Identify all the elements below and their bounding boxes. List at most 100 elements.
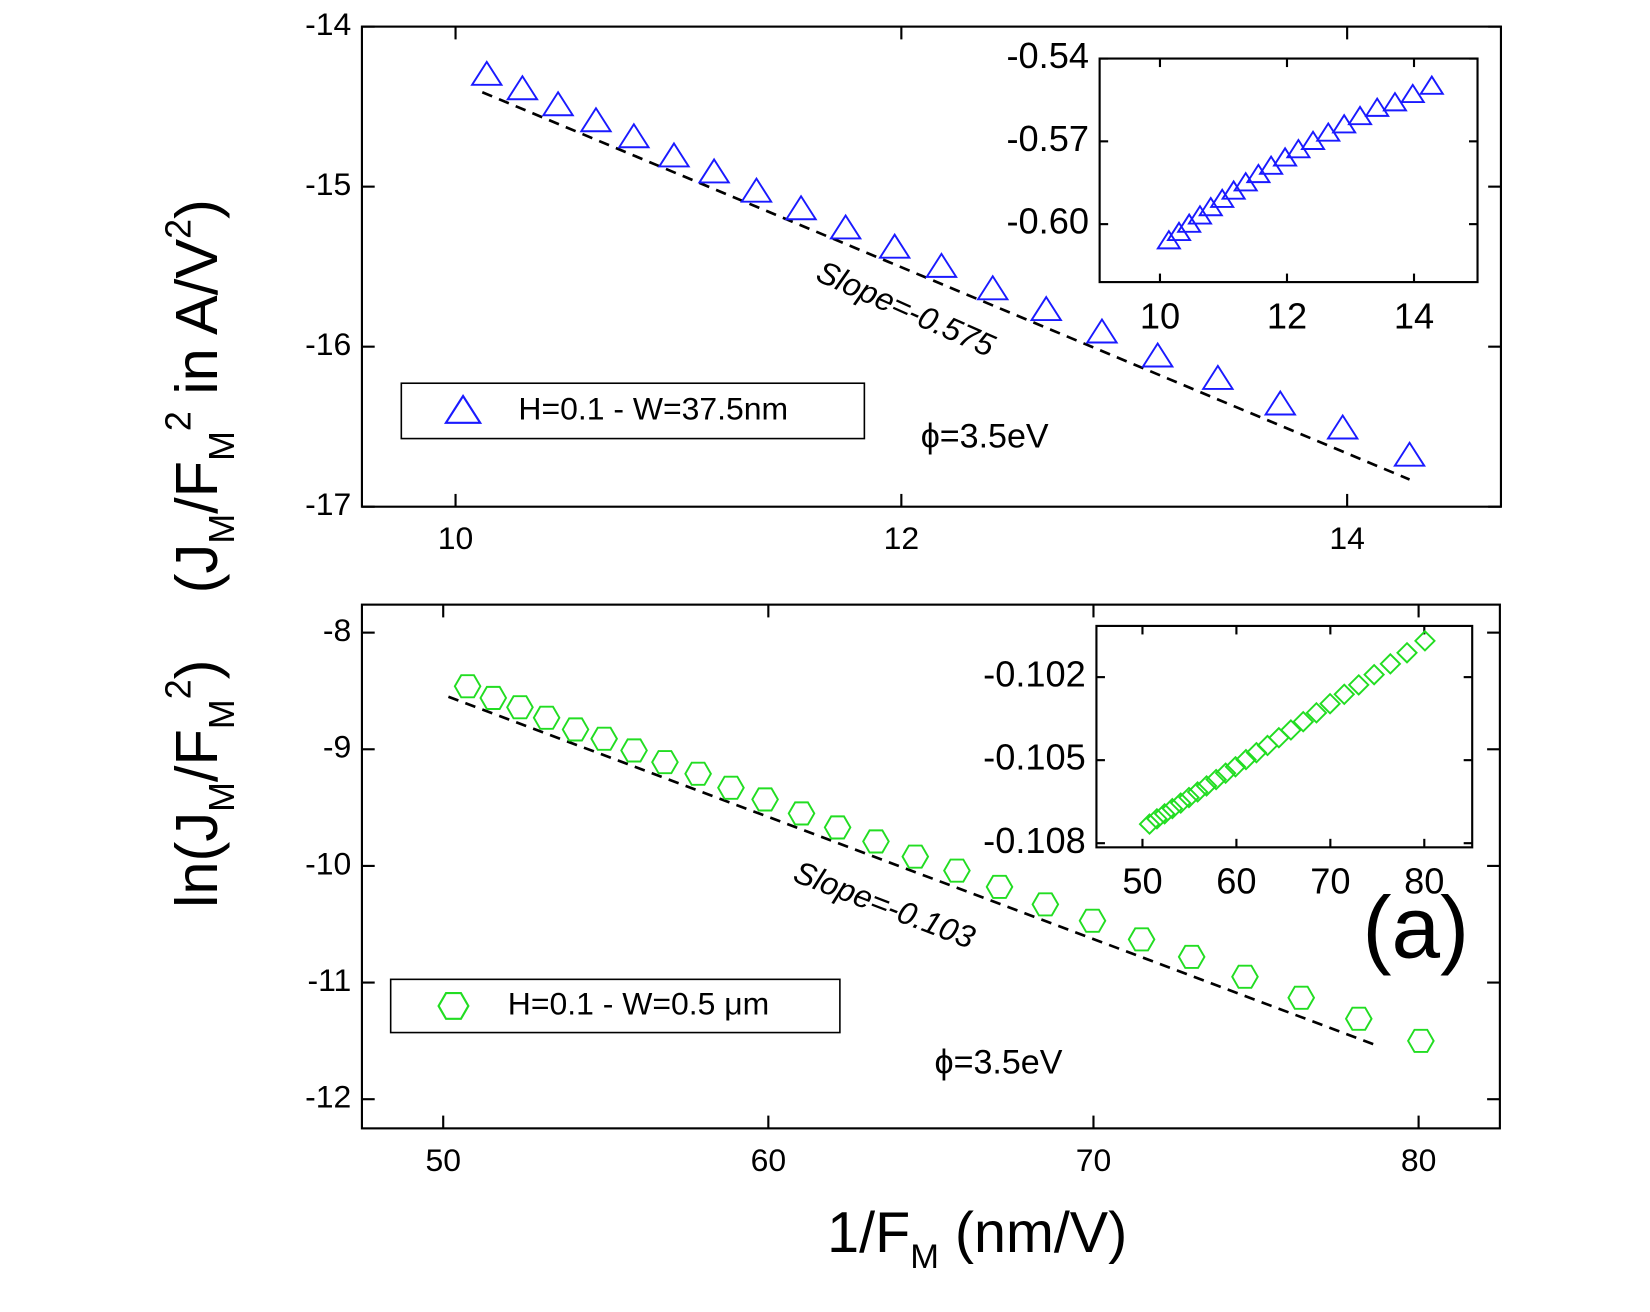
data-point bbox=[479, 685, 508, 710]
data-point bbox=[453, 674, 482, 699]
data-point bbox=[1201, 364, 1235, 390]
data-point bbox=[829, 213, 863, 240]
data-point bbox=[1363, 663, 1386, 686]
data-point bbox=[1085, 317, 1119, 344]
data-point bbox=[1141, 341, 1175, 368]
data-point bbox=[985, 874, 1014, 899]
y-axis-label-part: ln(J bbox=[163, 812, 230, 908]
data-point bbox=[1169, 792, 1192, 814]
y-tick-label: -0.60 bbox=[1006, 201, 1088, 242]
data-point bbox=[1279, 719, 1302, 741]
y-tick-label: -9 bbox=[323, 729, 351, 765]
data-point bbox=[784, 194, 818, 221]
fit-line bbox=[481, 90, 1411, 481]
data-point bbox=[1127, 927, 1156, 952]
data-point bbox=[1256, 734, 1279, 757]
x-tick-label: 70 bbox=[1076, 1142, 1112, 1178]
data-point bbox=[1205, 768, 1228, 791]
y-tick-label: -0.102 bbox=[983, 654, 1086, 695]
y-axis-label-part: ) bbox=[163, 199, 230, 219]
data-point bbox=[1364, 96, 1390, 117]
x-tick-label: 60 bbox=[751, 1142, 787, 1178]
data-point bbox=[1305, 701, 1328, 724]
data-point bbox=[532, 705, 561, 730]
plot-frame bbox=[1098, 57, 1479, 284]
data-point bbox=[684, 761, 712, 786]
x-tick-label: 14 bbox=[1329, 520, 1365, 556]
data-point bbox=[1145, 807, 1168, 830]
x-tick-label: 50 bbox=[1122, 861, 1162, 902]
plot-frame bbox=[360, 25, 1503, 508]
y-axis-label: ln(JM/FM2) (JM/FM2 in A/V2) bbox=[158, 199, 242, 908]
x-tick-label: 10 bbox=[438, 520, 474, 556]
legend-marker bbox=[443, 394, 483, 424]
data-point bbox=[1292, 710, 1315, 733]
y-axis-label-part: M bbox=[202, 431, 242, 461]
panel: -0.60 -0.57 -0.54 10 12 14 bbox=[1006, 35, 1479, 336]
plot-frame bbox=[1095, 624, 1474, 849]
y-tick-label: -0.108 bbox=[983, 820, 1086, 861]
data-point bbox=[862, 829, 890, 854]
fit-line bbox=[447, 695, 1378, 1047]
data-point bbox=[1138, 813, 1161, 836]
y-tick-label: -15 bbox=[305, 166, 351, 202]
x-tick-label: 80 bbox=[1404, 861, 1444, 902]
y-tick-label: -0.57 bbox=[1006, 118, 1088, 159]
data-point bbox=[620, 738, 648, 763]
legend-label: H=0.1 - W=37.5nm bbox=[518, 390, 788, 426]
y-tick-label: -12 bbox=[305, 1079, 351, 1115]
data-point bbox=[505, 74, 539, 101]
data-point bbox=[1267, 726, 1290, 749]
legend-box bbox=[400, 382, 866, 440]
x-tick-label: 50 bbox=[425, 1142, 461, 1178]
data-point bbox=[1224, 755, 1247, 778]
data-point bbox=[1406, 1028, 1435, 1053]
data-point bbox=[1231, 964, 1259, 989]
data-point bbox=[1414, 629, 1436, 652]
y-tick-label: -16 bbox=[305, 326, 351, 362]
x-axis-label-part: 1/F bbox=[827, 1201, 910, 1265]
data-point bbox=[751, 787, 779, 812]
data-point bbox=[740, 176, 773, 203]
x-tick-label: 60 bbox=[1216, 861, 1256, 902]
data-point bbox=[541, 90, 575, 117]
data-point bbox=[717, 775, 745, 800]
data-point bbox=[1235, 748, 1257, 771]
y-tick-label: -0.105 bbox=[983, 737, 1086, 778]
data-point bbox=[579, 106, 613, 133]
data-point bbox=[617, 122, 651, 149]
data-point bbox=[1031, 892, 1060, 917]
legend-box bbox=[389, 978, 841, 1034]
data-point bbox=[1029, 295, 1063, 322]
annotation: (a) bbox=[1362, 880, 1469, 977]
y-axis-label-part: /F bbox=[163, 729, 230, 782]
data-point bbox=[925, 252, 958, 278]
x-axis-label-part: M bbox=[910, 1238, 939, 1276]
data-point bbox=[1399, 83, 1426, 104]
data-point bbox=[1379, 652, 1402, 675]
data-point bbox=[787, 801, 816, 826]
data-point bbox=[1319, 692, 1342, 715]
data-point bbox=[1287, 985, 1316, 1010]
data-point bbox=[1214, 762, 1237, 785]
data-point bbox=[651, 750, 679, 775]
y-axis-label-part: M bbox=[202, 782, 242, 812]
data-point bbox=[1344, 1006, 1373, 1031]
data-point bbox=[506, 695, 534, 720]
y-tick-label: -17 bbox=[305, 486, 351, 522]
data-point bbox=[1333, 683, 1356, 706]
panel: -0.108 -0.105 -0.102 50 60 70 80 bbox=[983, 624, 1474, 902]
x-tick-label: 14 bbox=[1394, 295, 1434, 336]
data-point bbox=[1177, 944, 1206, 969]
data-point bbox=[943, 858, 971, 883]
y-axis-label-part: ) (J bbox=[163, 544, 230, 680]
data-point bbox=[1161, 797, 1184, 820]
data-point bbox=[976, 274, 1010, 301]
data-point bbox=[1382, 91, 1408, 112]
y-tick-label: -11 bbox=[308, 962, 352, 998]
data-point bbox=[1393, 440, 1426, 467]
data-point bbox=[1419, 74, 1445, 95]
figure-body: -17 -16 -15 -14 10 12 14 H=0.1 - W=37.5nm Slope=… bbox=[158, 6, 1503, 1276]
